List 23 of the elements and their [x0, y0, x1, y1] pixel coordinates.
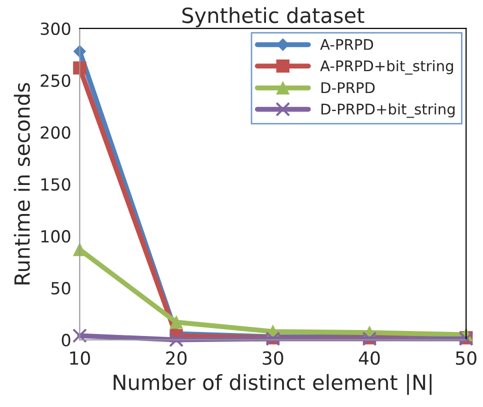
x-tick-label: 20: [166, 351, 187, 365]
y-tick-label: 150: [41, 178, 70, 191]
x-axis-title: Number of distinct element |N|: [114, 374, 432, 395]
legend-label: D-PRPD: [321, 82, 375, 93]
y-tick-label: 200: [40, 126, 70, 139]
chart-title: Synthetic dataset: [182, 7, 364, 28]
point: [72, 328, 87, 343]
point: [169, 332, 184, 348]
y-tick-label: 100: [41, 230, 70, 243]
legend-label: A-PRPD: [320, 39, 374, 50]
point: [73, 61, 86, 75]
y-tick-label: 50: [51, 282, 70, 295]
x-tick-label: 30: [262, 351, 284, 365]
point: [170, 316, 183, 329]
x-tick-label: 10: [70, 351, 90, 365]
y-tick-label: 250: [40, 74, 70, 87]
y-axis-title: Runtime in seconds: [14, 82, 30, 284]
legend-label: D-PRPD+bit_string: [321, 103, 455, 118]
y-tick-label: 300: [40, 22, 70, 36]
legend-label: A-PRPD+bit_string: [320, 60, 453, 75]
x-tick-label: 50: [456, 351, 476, 365]
y-tick-label: 0: [62, 334, 70, 346]
x-tick-label: 40: [358, 351, 380, 365]
